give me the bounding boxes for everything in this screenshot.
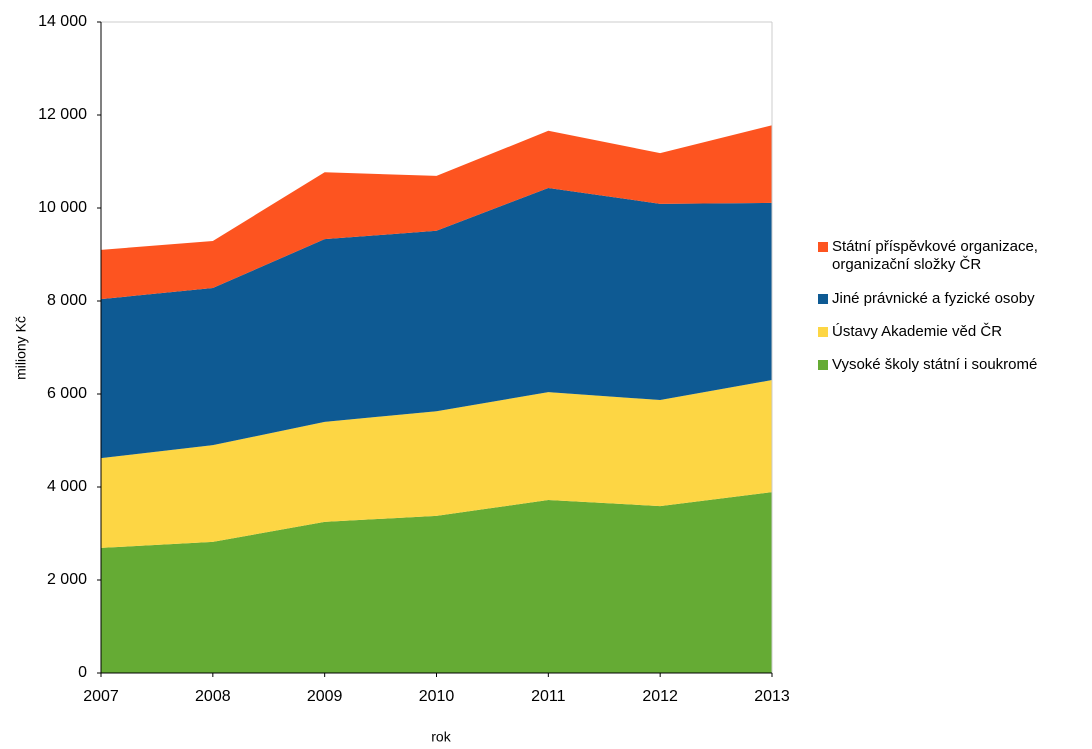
- y-tick-label: 6 000: [47, 385, 87, 402]
- x-tick-label: 2008: [195, 688, 231, 705]
- y-tick-label: 10 000: [38, 199, 87, 216]
- legend: Státní příspěvkové organizace, organizač…: [818, 238, 1088, 389]
- legend-label: Vysoké školy státní i soukromé: [832, 356, 1038, 373]
- area: [101, 492, 772, 673]
- x-tick-label: 2012: [642, 688, 678, 705]
- legend-swatch: [818, 360, 828, 370]
- area: [101, 125, 772, 300]
- legend-item: Ústavy Akademie věd ČR: [818, 323, 1088, 356]
- y-tick-label: 2 000: [47, 571, 87, 588]
- legend-label: Ústavy Akademie věd ČR: [832, 323, 1003, 340]
- legend-swatch: [818, 327, 828, 337]
- legend-label: Jiné právnické a fyzické osoby: [832, 290, 1035, 307]
- y-axis-title: miliony Kč: [13, 316, 29, 380]
- legend-swatch: [818, 242, 828, 252]
- y-tick-label: 8 000: [47, 292, 87, 309]
- legend-item: Jiné právnické a fyzické osoby: [818, 290, 1088, 323]
- x-tick-label: 2010: [419, 688, 455, 705]
- y-tick-label: 4 000: [47, 478, 87, 495]
- legend-item: Státní příspěvkové organizace, organizač…: [818, 238, 1088, 290]
- y-tick-label: 14 000: [38, 13, 87, 30]
- x-tick-label: 2007: [83, 688, 119, 705]
- x-axis-title: rok: [431, 729, 451, 745]
- legend-swatch: [818, 294, 828, 304]
- legend-label: Státní příspěvkové organizace, organizač…: [832, 238, 1038, 273]
- x-tick-label: 2009: [307, 688, 343, 705]
- area: [101, 380, 772, 548]
- x-tick-label: 2011: [531, 688, 566, 705]
- legend-item: Vysoké školy státní i soukromé: [818, 356, 1088, 389]
- area: [101, 188, 772, 459]
- x-tick-label: 2013: [754, 688, 790, 705]
- y-tick-label: 0: [78, 664, 87, 681]
- y-tick-label: 12 000: [38, 106, 87, 123]
